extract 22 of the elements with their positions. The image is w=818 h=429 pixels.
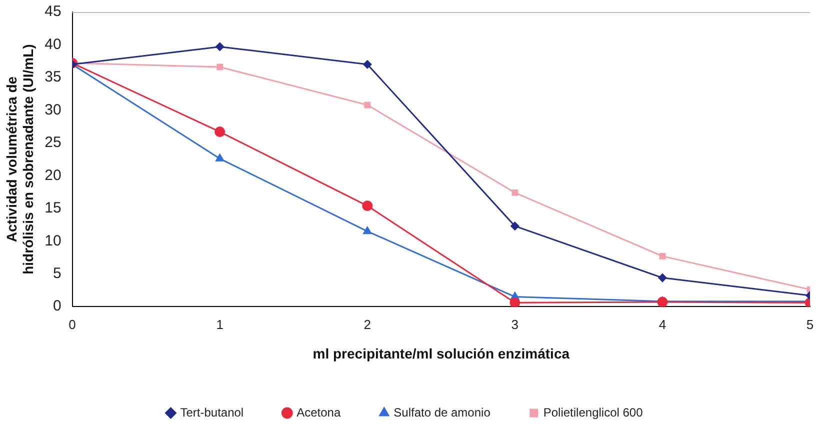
- y-tick-label: 15: [44, 200, 62, 217]
- x-tick-label: 1: [216, 316, 224, 332]
- x-tick-label: 0: [68, 316, 76, 332]
- x-tick-label: 2: [364, 316, 371, 332]
- legend-label: Tert-butanol: [180, 405, 244, 420]
- x-axis-title: ml precipitante/ml solución enzimática: [312, 345, 570, 362]
- x-tick-label: 5: [806, 316, 814, 332]
- y-axis-title: Actividad volumétrica de hidrólisis en sobrenadante (UI/mL): [3, 44, 36, 274]
- y-tick-label: 45: [44, 3, 62, 20]
- y-tick-label: 25: [44, 134, 62, 152]
- y-tick-label: 5: [52, 265, 62, 282]
- legend-label: Sulfato de amonio: [394, 405, 491, 420]
- y-tick-label: 30: [44, 101, 62, 118]
- y-tick-label: 35: [44, 68, 62, 86]
- x-tick-label: 4: [658, 316, 666, 332]
- y-tick-label: 0: [52, 298, 62, 315]
- y-tick-label: 20: [44, 166, 62, 184]
- legend-label: Polietilenglicol 600: [543, 405, 644, 420]
- legend-label: Acetona: [296, 405, 341, 420]
- x-tick-label: 3: [511, 316, 519, 332]
- y-tick-label: 40: [44, 36, 62, 53]
- y-tick-label: 10: [44, 232, 62, 250]
